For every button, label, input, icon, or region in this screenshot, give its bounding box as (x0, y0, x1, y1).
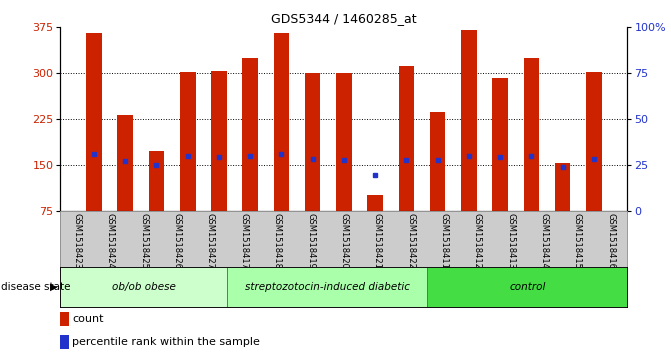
Text: GSM1518420: GSM1518420 (340, 213, 348, 269)
Bar (586, 72, 602, 211)
Text: GSM1518424: GSM1518424 (106, 213, 115, 269)
Text: percentile rank within the sample: percentile rank within the sample (72, 337, 260, 347)
Text: GSM1518422: GSM1518422 (406, 213, 415, 269)
Text: ob/ob obese: ob/ob obese (112, 282, 176, 292)
Text: GSM1518426: GSM1518426 (172, 213, 182, 269)
Text: GSM1518418: GSM1518418 (272, 213, 282, 269)
Bar (60, 267, 227, 307)
Text: GSM1518423: GSM1518423 (72, 213, 82, 269)
Text: GSM1518412: GSM1518412 (473, 213, 482, 269)
Text: GSM1518419: GSM1518419 (306, 213, 315, 269)
Bar (430, 111, 446, 211)
Bar (274, 33, 289, 211)
Text: GSM1518413: GSM1518413 (506, 213, 515, 269)
Text: GSM1518427: GSM1518427 (206, 213, 215, 269)
Text: GSM1518425: GSM1518425 (140, 213, 148, 269)
Bar (493, 78, 508, 211)
Bar (60, 335, 69, 348)
Bar (149, 151, 164, 211)
Bar (227, 267, 427, 307)
Text: GSM1518421: GSM1518421 (372, 213, 382, 269)
Bar (555, 163, 570, 211)
Text: ▶: ▶ (50, 282, 57, 292)
Text: GSM1518416: GSM1518416 (606, 213, 615, 269)
Text: control: control (509, 282, 546, 292)
Text: count: count (72, 314, 104, 325)
Bar (367, 195, 383, 211)
Bar (399, 66, 414, 211)
Bar (180, 72, 195, 211)
Bar (305, 73, 321, 211)
Bar (117, 115, 133, 211)
Text: GSM1518417: GSM1518417 (240, 213, 248, 269)
Text: GSM1518415: GSM1518415 (573, 213, 582, 269)
Text: GSM1518411: GSM1518411 (440, 213, 448, 269)
Title: GDS5344 / 1460285_at: GDS5344 / 1460285_at (271, 12, 417, 25)
Bar (211, 71, 227, 211)
Bar (60, 312, 69, 326)
Text: GSM1518414: GSM1518414 (539, 213, 548, 269)
Bar (336, 73, 352, 211)
Text: streptozotocin-induced diabetic: streptozotocin-induced diabetic (245, 282, 410, 292)
Text: disease state: disease state (1, 282, 70, 292)
Bar (86, 33, 102, 211)
Bar (461, 30, 476, 211)
Bar (427, 267, 627, 307)
Bar (242, 58, 258, 211)
Bar (523, 58, 539, 211)
